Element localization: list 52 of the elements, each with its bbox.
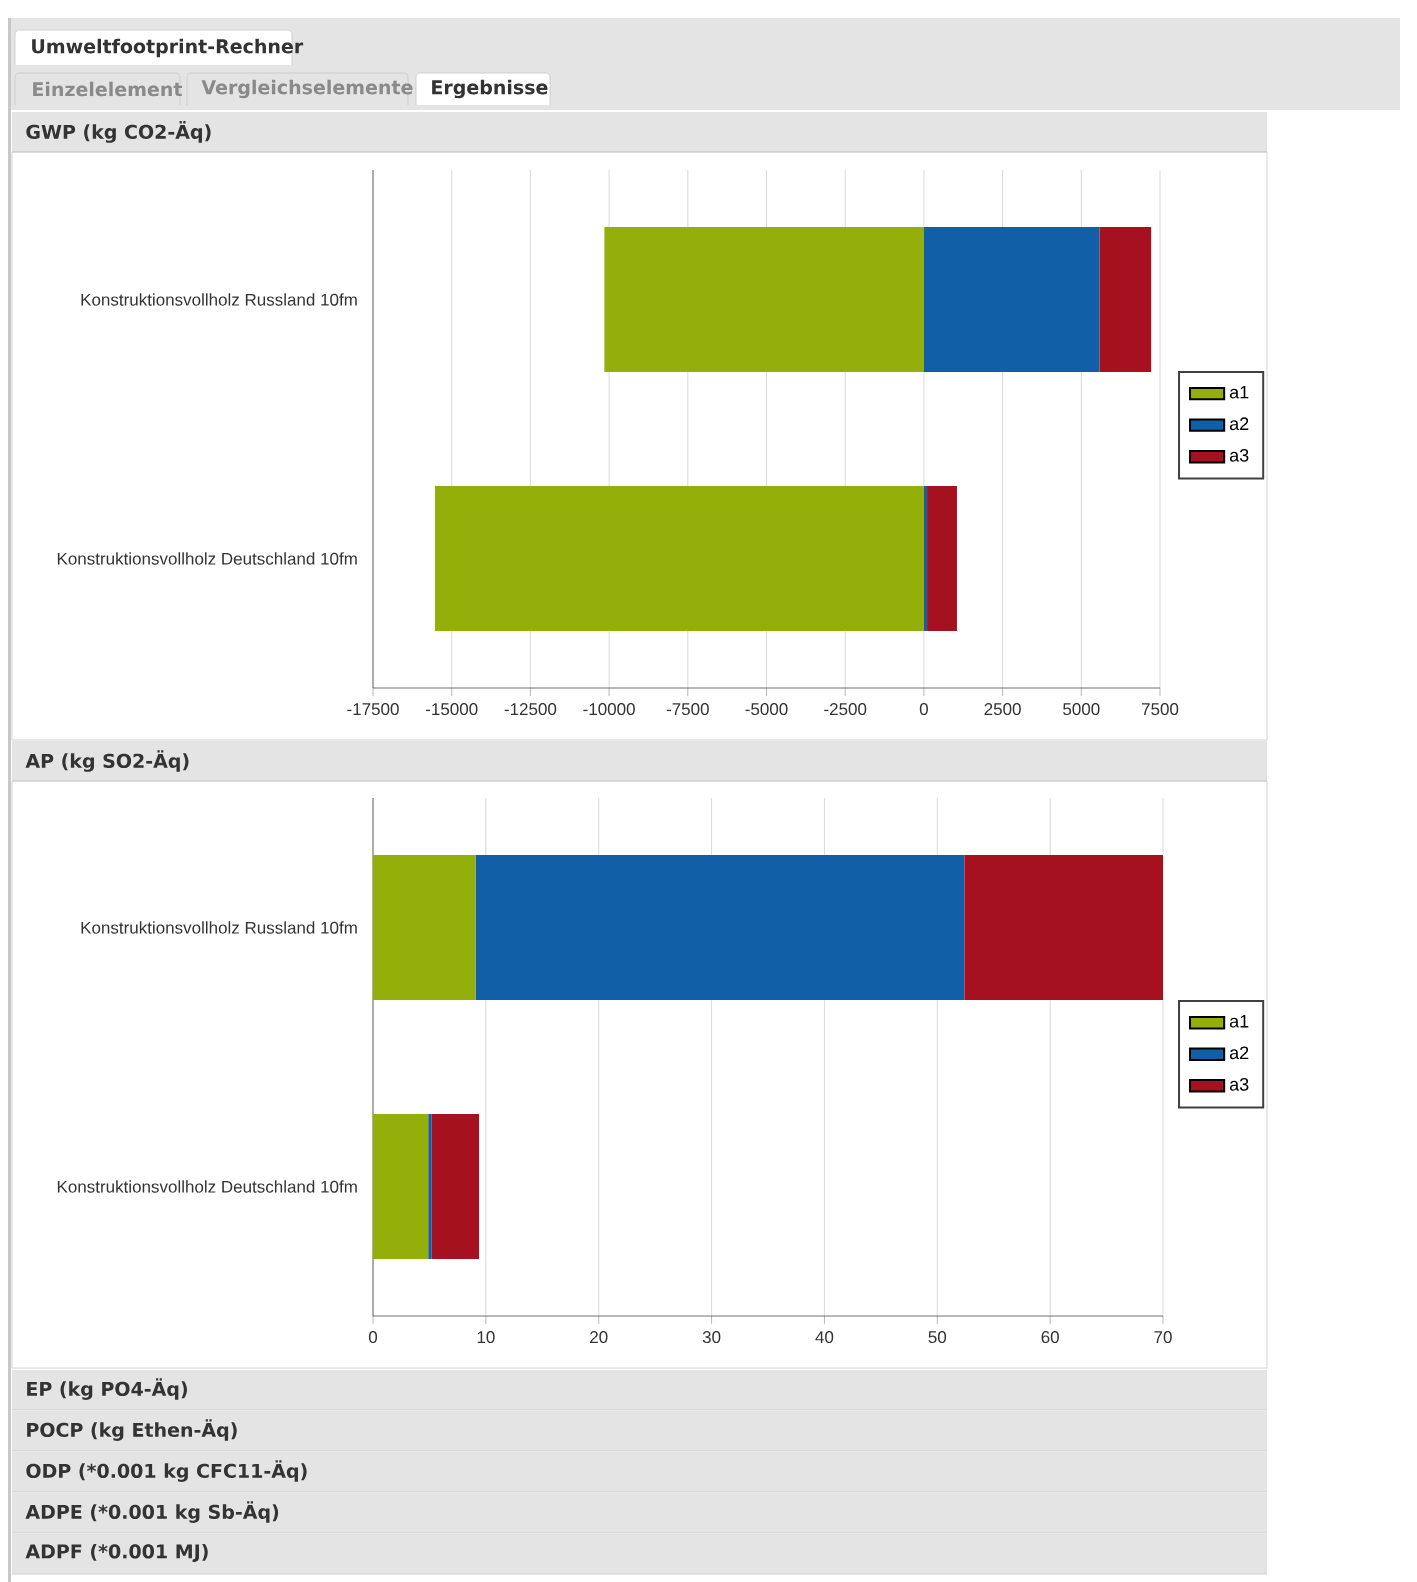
x-tick-label: 50 <box>928 1331 947 1344</box>
x-tick-label: -17500 <box>347 703 399 716</box>
x-tick-label: 5000 <box>1063 703 1100 716</box>
text: Ergebnisse <box>432 79 548 99</box>
text: GWP (kg CO2-Äq) <box>26 121 211 143</box>
bar <box>428 1114 432 1260</box>
x-tick-label: -12500 <box>504 703 557 716</box>
text: Einzelelement <box>33 81 183 97</box>
bar <box>604 226 924 373</box>
legend-label: a1 <box>1229 385 1249 399</box>
bar <box>1099 226 1152 373</box>
legend-label: a3 <box>1229 1077 1249 1091</box>
text: Vergleichselemente <box>201 79 413 99</box>
x-tick-label: 20 <box>590 1331 608 1344</box>
x-tick-label: 30 <box>702 1331 721 1344</box>
bar <box>431 1114 480 1260</box>
text: ADPE (*0.001 kg Sb-Äq) <box>25 1501 279 1523</box>
y-tick-label: Konstruktionsvollholz Russland 10fm <box>81 293 357 306</box>
x-tick-label: 40 <box>815 1331 834 1344</box>
bar <box>373 855 476 1001</box>
x-tick-label: 60 <box>1041 1331 1059 1344</box>
x-tick-label: -15000 <box>425 703 478 716</box>
legend-label: a3 <box>1229 448 1249 462</box>
x-tick-label: 2500 <box>984 703 1021 716</box>
x-tick-label: 7500 <box>1141 703 1179 716</box>
bar <box>435 485 924 632</box>
bar <box>923 226 1100 373</box>
bar <box>373 1114 429 1260</box>
text: ODP (*0.001 kg CFC11-Äq) <box>26 1460 307 1482</box>
y-tick-label: Konstruktionsvollholz Deutschland 10fm <box>57 552 357 565</box>
text: POCP (kg Ethen-Äq) <box>27 1419 237 1441</box>
x-tick-label: -2500 <box>824 703 867 716</box>
x-tick-label: -7500 <box>666 703 709 716</box>
y-tick-label: Konstruktionsvollholz Russland 10fm <box>81 921 357 934</box>
legend-label: a2 <box>1229 417 1249 431</box>
text: EP (kg PO4-Äq) <box>27 1378 188 1400</box>
x-tick-label: -10000 <box>583 703 635 716</box>
bar <box>475 855 965 1001</box>
legend-label: a2 <box>1229 1046 1249 1060</box>
x-tick-label: 70 <box>1154 1331 1172 1344</box>
bar <box>927 485 957 632</box>
x-tick-label: -5000 <box>745 703 788 716</box>
y-tick-label: Konstruktionsvollholz Deutschland 10fm <box>57 1180 357 1193</box>
bar <box>923 485 928 632</box>
x-tick-label: 0 <box>919 703 928 716</box>
bar <box>964 855 1164 1001</box>
x-tick-label: 10 <box>477 1331 495 1344</box>
text: ADPF (*0.001 MJ) <box>25 1543 208 1563</box>
legend-label: a1 <box>1229 1015 1249 1028</box>
text: AP (kg SO2-Äq) <box>25 750 189 772</box>
x-tick-label: 0 <box>368 1331 378 1344</box>
text: Umweltfootprint-Rechner <box>32 38 304 58</box>
